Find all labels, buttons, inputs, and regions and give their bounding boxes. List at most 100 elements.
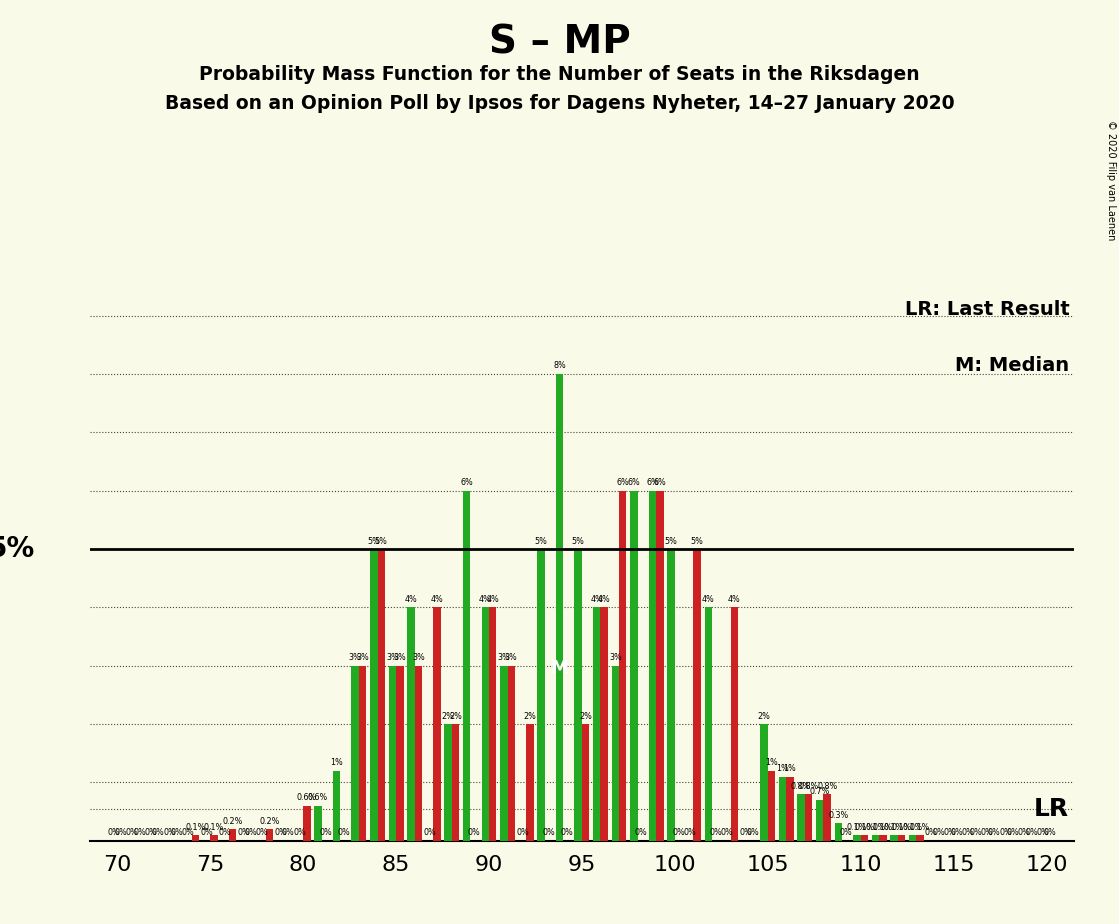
- Text: 6%: 6%: [460, 479, 473, 487]
- Text: 2%: 2%: [449, 711, 462, 721]
- Text: 0.1%: 0.1%: [186, 822, 206, 832]
- Text: 0%: 0%: [988, 828, 1000, 837]
- Text: 5%: 5%: [535, 537, 547, 545]
- Bar: [444, 724, 452, 841]
- Text: 0.1%: 0.1%: [847, 822, 867, 832]
- Text: 4%: 4%: [702, 595, 715, 604]
- Bar: [191, 835, 199, 841]
- Text: 0%: 0%: [423, 828, 436, 837]
- Text: 0.1%: 0.1%: [865, 822, 885, 832]
- Text: 0%: 0%: [943, 828, 956, 837]
- Text: 0%: 0%: [181, 828, 195, 837]
- Text: 0%: 0%: [200, 828, 213, 837]
- Text: 4%: 4%: [479, 595, 491, 604]
- Text: 0%: 0%: [951, 828, 963, 837]
- Text: 5%: 5%: [0, 535, 36, 563]
- Text: 2%: 2%: [442, 711, 454, 721]
- Text: 4%: 4%: [431, 595, 443, 604]
- Text: 3%: 3%: [412, 653, 425, 663]
- Text: 0%: 0%: [980, 828, 994, 837]
- Text: 0%: 0%: [561, 828, 573, 837]
- Bar: [303, 806, 311, 841]
- Text: 0%: 0%: [338, 828, 350, 837]
- Text: 0%: 0%: [1017, 828, 1031, 837]
- Text: 0%: 0%: [144, 828, 157, 837]
- Bar: [407, 607, 415, 841]
- Text: 0%: 0%: [1007, 828, 1019, 837]
- Text: 1%: 1%: [777, 764, 789, 773]
- Text: 4%: 4%: [727, 595, 741, 604]
- Text: 6%: 6%: [628, 479, 640, 487]
- Text: M: M: [551, 660, 568, 677]
- Text: 3%: 3%: [386, 653, 398, 663]
- Bar: [891, 835, 897, 841]
- Text: 0.1%: 0.1%: [910, 822, 930, 832]
- Bar: [229, 829, 236, 841]
- Text: 0%: 0%: [516, 828, 529, 837]
- Bar: [333, 771, 340, 841]
- Text: 5%: 5%: [572, 537, 584, 545]
- Text: 0%: 0%: [152, 828, 164, 837]
- Text: 6%: 6%: [646, 479, 659, 487]
- Bar: [481, 607, 489, 841]
- Text: 0%: 0%: [293, 828, 305, 837]
- Bar: [916, 835, 924, 841]
- Text: 0.1%: 0.1%: [892, 822, 912, 832]
- Text: 5%: 5%: [367, 537, 380, 545]
- Bar: [787, 777, 793, 841]
- Text: 3%: 3%: [349, 653, 361, 663]
- Bar: [388, 666, 396, 841]
- Bar: [731, 607, 737, 841]
- Text: 5%: 5%: [665, 537, 677, 545]
- Text: 3%: 3%: [394, 653, 406, 663]
- Text: 0%: 0%: [739, 828, 752, 837]
- Text: Based on an Opinion Poll by Ipsos for Dagens Nyheter, 14–27 January 2020: Based on an Opinion Poll by Ipsos for Da…: [164, 94, 955, 114]
- Text: LR: LR: [1034, 796, 1069, 821]
- Bar: [433, 607, 441, 841]
- Bar: [500, 666, 508, 841]
- Bar: [463, 491, 470, 841]
- Text: 0.6%: 0.6%: [297, 794, 317, 802]
- Text: 0%: 0%: [245, 828, 257, 837]
- Text: 1%: 1%: [783, 764, 797, 773]
- Text: 0%: 0%: [839, 828, 852, 837]
- Text: 0.7%: 0.7%: [809, 787, 830, 796]
- Text: 0%: 0%: [125, 828, 139, 837]
- Bar: [630, 491, 638, 841]
- Text: 0.1%: 0.1%: [204, 822, 224, 832]
- Bar: [619, 491, 627, 841]
- Text: 0.2%: 0.2%: [260, 817, 280, 826]
- Text: 2%: 2%: [580, 711, 592, 721]
- Text: 3%: 3%: [505, 653, 518, 663]
- Text: 2%: 2%: [758, 711, 770, 721]
- Text: 0%: 0%: [170, 828, 184, 837]
- Bar: [314, 806, 322, 841]
- Text: 0.3%: 0.3%: [828, 811, 848, 820]
- Text: 4%: 4%: [591, 595, 603, 604]
- Bar: [593, 607, 601, 841]
- Bar: [798, 794, 805, 841]
- Text: 0.1%: 0.1%: [854, 822, 874, 832]
- Text: 0%: 0%: [319, 828, 332, 837]
- Text: 0%: 0%: [163, 828, 176, 837]
- Bar: [667, 549, 675, 841]
- Bar: [377, 549, 385, 841]
- Bar: [824, 794, 830, 841]
- Text: 0.8%: 0.8%: [799, 782, 819, 791]
- Text: 8%: 8%: [553, 361, 566, 371]
- Text: 0.8%: 0.8%: [791, 782, 811, 791]
- Text: 1%: 1%: [765, 759, 778, 767]
- Text: 0.6%: 0.6%: [308, 794, 328, 802]
- Bar: [351, 666, 359, 841]
- Text: 6%: 6%: [617, 479, 629, 487]
- Text: 0%: 0%: [1036, 828, 1049, 837]
- Bar: [370, 549, 377, 841]
- Bar: [705, 607, 712, 841]
- Text: 0%: 0%: [256, 828, 269, 837]
- Bar: [537, 549, 545, 841]
- Text: 0%: 0%: [107, 828, 120, 837]
- Bar: [861, 835, 868, 841]
- Text: 0%: 0%: [999, 828, 1012, 837]
- Text: © 2020 Filip van Laenen: © 2020 Filip van Laenen: [1106, 120, 1116, 240]
- Text: 0%: 0%: [673, 828, 685, 837]
